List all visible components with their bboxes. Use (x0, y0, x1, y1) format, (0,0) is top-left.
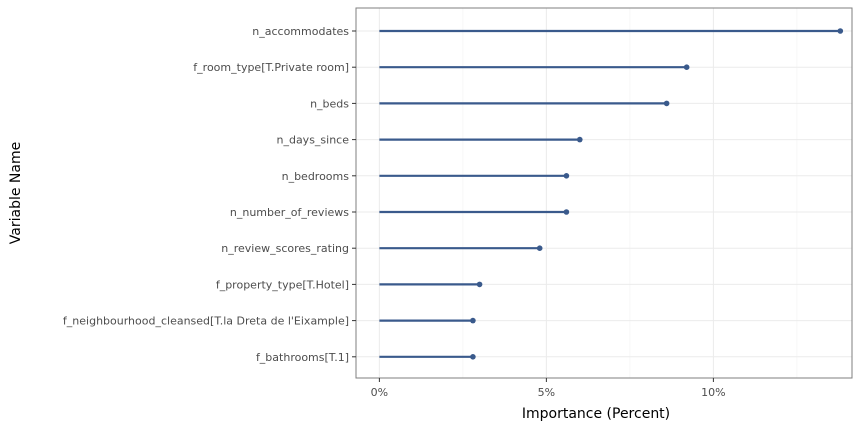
y-tick-label: f_property_type[T.Hotel] (216, 278, 349, 291)
lollipop-point (563, 209, 570, 215)
y-tick-label: n_days_since (276, 134, 349, 147)
y-tick-label: n_beds (310, 97, 349, 110)
y-tick-label: f_bathrooms[T.1] (256, 351, 349, 364)
lollipop-point (470, 354, 476, 360)
x-tick-label: 5% (538, 386, 555, 399)
lollipop-point (663, 100, 670, 107)
x-axis-ticks: 0% 5% 10% (371, 378, 726, 399)
x-tick-label: 0% (371, 386, 388, 399)
x-axis-title: Importance (Percent) (522, 406, 670, 422)
lollipop-point (683, 64, 690, 70)
lollipop-point (563, 173, 570, 179)
y-tick-label: n_accommodates (252, 25, 349, 38)
y-tick-label: n_review_scores_rating (221, 242, 349, 255)
y-tick-label: n_bedrooms (282, 170, 350, 183)
minor-gridlines (462, 8, 798, 378)
data-marks (379, 28, 844, 360)
lollipop-point (576, 136, 583, 143)
y-tick-label: n_number_of_reviews (230, 206, 349, 219)
y-axis-title: Variable Name (8, 142, 24, 244)
plot-border (355, 7, 853, 379)
lollipop-point (837, 28, 844, 34)
y-tick-label: f_room_type[T.Private room] (193, 61, 349, 74)
y-tick-label: f_neighbourhood_cleansed[T.la Dreta de l… (63, 315, 349, 328)
lollipop-point (476, 281, 483, 288)
plot-background (356, 8, 852, 378)
lollipop-point (470, 317, 476, 324)
x-tick-label: 10% (701, 386, 725, 399)
y-axis-ticks: n_accommodates f_room_type[T.Private room… (63, 25, 356, 364)
lollipop-point (536, 245, 543, 251)
